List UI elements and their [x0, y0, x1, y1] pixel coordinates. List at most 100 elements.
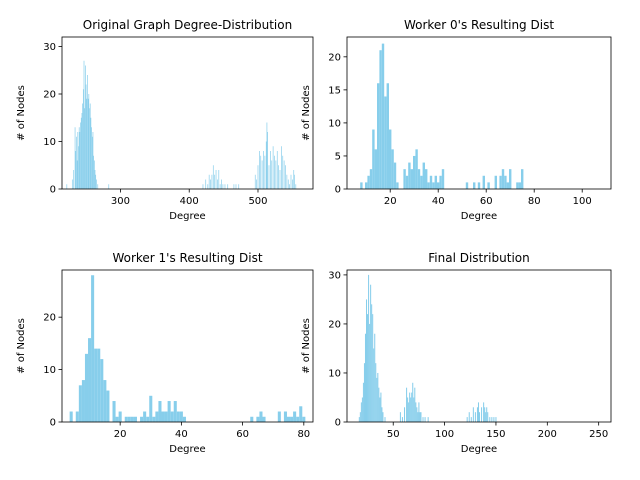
chart-title: Worker 0's Resulting Dist: [404, 18, 554, 32]
histogram-bar: [66, 184, 68, 189]
x-tick-label: 250: [589, 429, 608, 440]
histogram-bar: [367, 175, 370, 189]
x-tick-label: 40: [432, 196, 445, 207]
histogram-bar: [477, 182, 481, 189]
histogram-bar: [434, 175, 437, 189]
histogram-bar: [369, 169, 373, 189]
histogram-bar: [375, 363, 377, 422]
histogram-bar: [76, 136, 77, 189]
histogram-bar: [477, 402, 479, 422]
histogram-bar: [358, 417, 360, 422]
histogram-bar: [233, 184, 235, 189]
histogram-bar: [259, 411, 263, 422]
histogram-bar: [405, 175, 409, 189]
histogram-bar: [262, 416, 266, 422]
histogram-bar: [476, 407, 478, 422]
y-tick-label: 30: [328, 270, 341, 281]
histogram-bar: [221, 179, 222, 189]
histogram-bar: [424, 417, 426, 422]
histogram-bar: [409, 392, 411, 422]
histogram-bar: [75, 411, 79, 422]
histogram-bar: [73, 170, 75, 189]
histogram-bar: [412, 382, 414, 422]
histogram-bar: [173, 401, 177, 422]
y-tick-label: 15: [328, 85, 341, 96]
histogram-bar: [78, 385, 82, 422]
histogram-bar: [499, 175, 502, 189]
histogram-bar: [115, 416, 119, 422]
histogram-bar: [495, 417, 497, 422]
histogram-bar: [504, 175, 507, 189]
histogram-bar: [487, 182, 490, 189]
histogram-bar: [143, 411, 147, 422]
histogram-bar: [257, 165, 259, 189]
histogram-bar: [485, 412, 487, 422]
histogram-bar: [410, 169, 413, 189]
chart-title: Original Graph Degree-Distribution: [83, 18, 292, 32]
histogram-bar: [146, 416, 150, 422]
histogram-bar: [207, 184, 209, 189]
histogram-bar: [408, 162, 411, 189]
histogram-bar: [71, 179, 73, 189]
histogram-bar: [85, 65, 86, 189]
y-tick-label: 0: [335, 418, 341, 429]
histogram-bar: [92, 132, 94, 189]
histogram-bar: [227, 184, 229, 189]
histogram-bar: [399, 412, 401, 422]
histogram-bar: [208, 174, 210, 189]
histogram-bar: [265, 141, 267, 189]
histogram-bar: [369, 323, 371, 422]
histogram-bar: [482, 175, 485, 189]
histogram-bar: [413, 155, 416, 189]
histogram-bar: [389, 129, 392, 189]
histogram-bar: [133, 416, 137, 422]
histogram-bar: [439, 175, 442, 189]
histogram-bar: [278, 165, 279, 189]
histogram-bar: [282, 155, 284, 189]
x-axis-label: Degree: [461, 444, 497, 455]
x-tick-label: 500: [248, 196, 267, 207]
histogram-bar: [386, 83, 389, 189]
plot-area: 50 100 150 200 250 0 10 20 30: [328, 269, 612, 440]
histogram-bar: [170, 411, 174, 422]
plot-area: 20 40 60 80 100 0 5 10 15 20: [328, 36, 612, 207]
histogram-bar: [379, 397, 381, 422]
y-axis-label: # of Nodes: [16, 318, 27, 374]
histogram-bar: [96, 179, 97, 189]
histogram-bar: [182, 416, 186, 422]
histogram-bar: [212, 165, 214, 189]
histogram-bar: [420, 412, 422, 422]
histogram-bar: [256, 179, 257, 189]
histogram-bar: [393, 162, 397, 189]
histogram-bar: [377, 372, 379, 422]
y-tick-label: 10: [43, 137, 56, 148]
histogram-bar: [214, 174, 216, 189]
histogram-bar: [441, 169, 445, 189]
y-tick-label: 10: [328, 118, 341, 129]
histogram-bar: [391, 149, 394, 189]
histogram-bar: [260, 155, 262, 189]
histogram-bar: [263, 151, 264, 189]
histogram-bar: [286, 416, 291, 422]
histogram-bar: [359, 412, 361, 422]
histogram-bar: [106, 390, 110, 422]
histogram-bar: [87, 75, 88, 189]
histogram-bar: [501, 169, 505, 189]
y-axis-label: # of Nodes: [16, 85, 27, 141]
y-tick-label: 20: [328, 319, 341, 330]
histogram-bar: [287, 179, 289, 189]
histogram-bar: [82, 89, 84, 189]
x-tick-label: 80: [528, 196, 541, 207]
histogram-bar: [411, 392, 413, 422]
histogram-bar: [283, 411, 287, 422]
histogram-bar: [275, 160, 277, 189]
histogram-bar: [486, 407, 488, 422]
histogram-bar: [380, 392, 382, 422]
y-tick-label: 5: [335, 151, 341, 162]
histogram-bar: [373, 348, 375, 422]
histogram-bar: [259, 151, 260, 189]
histogram-bar: [84, 353, 89, 422]
histogram-bar: [418, 402, 420, 422]
histogram-bar: [468, 412, 470, 422]
